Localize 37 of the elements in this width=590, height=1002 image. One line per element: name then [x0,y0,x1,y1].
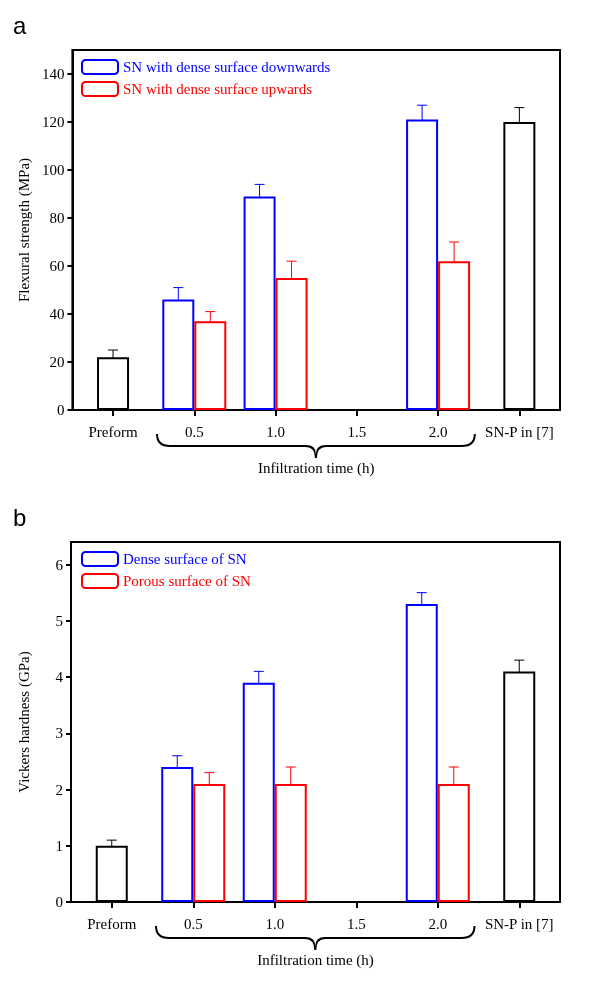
legend-label: Dense surface of SN [123,551,247,567]
y-tick-label: 1 [55,837,63,854]
y-tick-label: 0 [56,402,65,418]
y-tick-label: 80 [49,210,65,226]
x-tick-label: SN-P in [7] [484,915,554,932]
y-tick-label: 4 [55,669,64,685]
y-axis-title: Flexural strength (MPa) [15,157,33,303]
y-tick-label: 5 [55,612,63,629]
chart-title: b [13,503,27,531]
y-tick-label: 0 [55,894,63,910]
x-tick-label: 1.0 [265,915,285,932]
x-axis-title: Infiltration time (h) [257,951,374,969]
y-tick-label: 2 [55,781,63,798]
x-tick-label: 2.0 [428,915,448,932]
y-axis-title: Vickers hardness (GPa) [15,651,33,793]
x-tick-label: 0.5 [183,915,203,932]
x-axis-title: Infiltration time (h) [257,459,375,477]
x-tick-label: SN-P in [7] [485,423,554,440]
legend-label: Porous surface of SN [123,573,252,589]
x-tick-label: 1.5 [346,915,366,932]
x-tick-label: 0.5 [184,423,204,440]
y-tick-label: 20 [49,354,65,370]
x-tick-label: Preform [88,423,138,440]
chart-title: a [13,11,27,39]
y-tick-label: 140 [41,66,65,82]
y-tick-label: 40 [49,306,65,322]
y-tick-label: 3 [55,725,63,742]
x-tick-label: 2.0 [428,423,448,440]
legend-label: SN with dense surface upwards [123,81,313,97]
x-tick-label: 1.0 [266,423,285,440]
y-tick-label: 100 [41,162,65,178]
x-tick-label: Preform [87,915,137,932]
x-tick-label: 1.5 [347,423,367,440]
y-tick-label: 60 [49,258,65,274]
y-tick-label: 6 [55,556,64,573]
legend-label: SN with dense surface downwards [123,59,331,75]
y-tick-label: 120 [41,114,65,130]
